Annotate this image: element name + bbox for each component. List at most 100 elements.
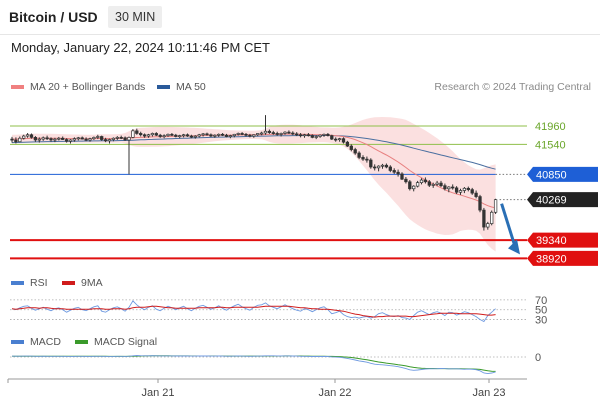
candle-body bbox=[88, 138, 92, 141]
candle-body bbox=[115, 137, 119, 139]
candle-body bbox=[302, 134, 307, 137]
candle-body bbox=[256, 133, 260, 136]
candle-body bbox=[64, 139, 69, 142]
candle-body bbox=[451, 186, 455, 189]
candle bbox=[178, 134, 182, 139]
candle-body bbox=[341, 138, 346, 143]
legend-rsi: RSI bbox=[11, 277, 48, 289]
legend-9ma: 9MA bbox=[62, 277, 103, 289]
candle-body bbox=[154, 133, 158, 136]
candle bbox=[213, 134, 217, 138]
candle bbox=[423, 177, 428, 184]
candle-body bbox=[178, 135, 182, 137]
candle-body bbox=[318, 134, 322, 137]
candle bbox=[197, 133, 201, 138]
candle bbox=[302, 133, 307, 138]
candle-body bbox=[135, 130, 139, 134]
candle bbox=[447, 186, 451, 193]
legend-macd: MACD bbox=[11, 336, 61, 348]
candle bbox=[209, 133, 213, 137]
candle-body bbox=[103, 139, 108, 142]
candle bbox=[345, 140, 350, 147]
legend-label-ma20-bb: MA 20 + Bollinger Bands bbox=[30, 81, 146, 93]
candle-body bbox=[189, 135, 194, 138]
legend-ma20-bb: MA 20 + Bollinger Bands bbox=[11, 81, 145, 93]
candle-body bbox=[466, 187, 470, 190]
legend-ma50: MA 50 bbox=[157, 81, 206, 93]
research-credit: Research © 2024 Trading Central bbox=[434, 81, 591, 93]
candle-body bbox=[228, 135, 233, 137]
candle-body bbox=[357, 152, 361, 158]
chart-header: Bitcoin / USD 30 MIN bbox=[0, 0, 600, 35]
candle-body bbox=[53, 138, 57, 141]
x-tick-label-2: Jan 23 bbox=[472, 387, 505, 399]
candle bbox=[337, 137, 342, 142]
candle-body bbox=[439, 182, 443, 187]
candle-body bbox=[213, 134, 217, 137]
level-tag-bg-38920 bbox=[527, 250, 598, 266]
candle bbox=[228, 134, 233, 139]
level-tag-41540: 41540 bbox=[535, 139, 566, 151]
candle-body bbox=[111, 137, 116, 140]
candle bbox=[486, 221, 490, 230]
candle bbox=[181, 133, 186, 138]
candle-body bbox=[490, 211, 494, 224]
candle-body bbox=[349, 145, 353, 150]
candle-body bbox=[45, 137, 49, 140]
candle-body bbox=[283, 131, 287, 134]
candle bbox=[404, 176, 408, 184]
candle bbox=[412, 185, 416, 192]
candle-body bbox=[458, 190, 463, 193]
candle-body bbox=[474, 192, 478, 197]
candle-body bbox=[314, 136, 318, 138]
bollinger-band-area bbox=[12, 117, 496, 252]
candle-body bbox=[84, 138, 88, 141]
candle bbox=[384, 163, 389, 169]
candle bbox=[373, 164, 377, 171]
candle bbox=[142, 133, 147, 138]
candle-body bbox=[408, 181, 412, 190]
interval-selector[interactable]: 30 MIN bbox=[108, 6, 163, 28]
candle-body bbox=[18, 137, 22, 143]
legend-label-macd-signal: MACD Signal bbox=[94, 336, 158, 348]
candle-body bbox=[197, 134, 201, 137]
candle-body bbox=[181, 134, 186, 137]
candle-body bbox=[142, 134, 147, 137]
candle-body bbox=[486, 223, 490, 228]
candle-body bbox=[158, 134, 162, 137]
candle bbox=[451, 184, 455, 190]
candle bbox=[408, 180, 412, 191]
candle bbox=[295, 132, 299, 137]
candle bbox=[100, 135, 104, 141]
candle bbox=[291, 131, 295, 136]
candle bbox=[205, 132, 209, 136]
level-tag-40850: 40850 bbox=[536, 169, 567, 181]
candle-body bbox=[80, 137, 84, 140]
candle bbox=[96, 134, 100, 140]
instrument-title: Bitcoin / USD bbox=[9, 9, 98, 25]
candle-body bbox=[404, 178, 408, 183]
candle-body bbox=[162, 135, 166, 137]
candle bbox=[474, 190, 478, 199]
candle-body bbox=[423, 179, 428, 183]
candle bbox=[392, 168, 396, 174]
candle bbox=[25, 133, 30, 138]
candle-body bbox=[482, 209, 486, 228]
candle bbox=[306, 133, 311, 137]
candle bbox=[240, 132, 244, 136]
candle-body bbox=[248, 134, 252, 137]
candle bbox=[236, 132, 240, 136]
candle-body bbox=[92, 137, 96, 140]
legend-label-ma50: MA 50 bbox=[176, 81, 206, 93]
x-tick-label-1: Jan 22 bbox=[318, 387, 351, 399]
legend-swatch-ma20-bb bbox=[11, 85, 24, 90]
candle bbox=[41, 136, 45, 141]
level-tag-40269: 40269 bbox=[536, 195, 567, 207]
candle-body bbox=[388, 166, 392, 171]
candle-body bbox=[236, 133, 240, 135]
candle bbox=[248, 133, 252, 138]
candle bbox=[146, 133, 151, 138]
candle-body bbox=[330, 135, 334, 140]
candle bbox=[322, 133, 326, 137]
